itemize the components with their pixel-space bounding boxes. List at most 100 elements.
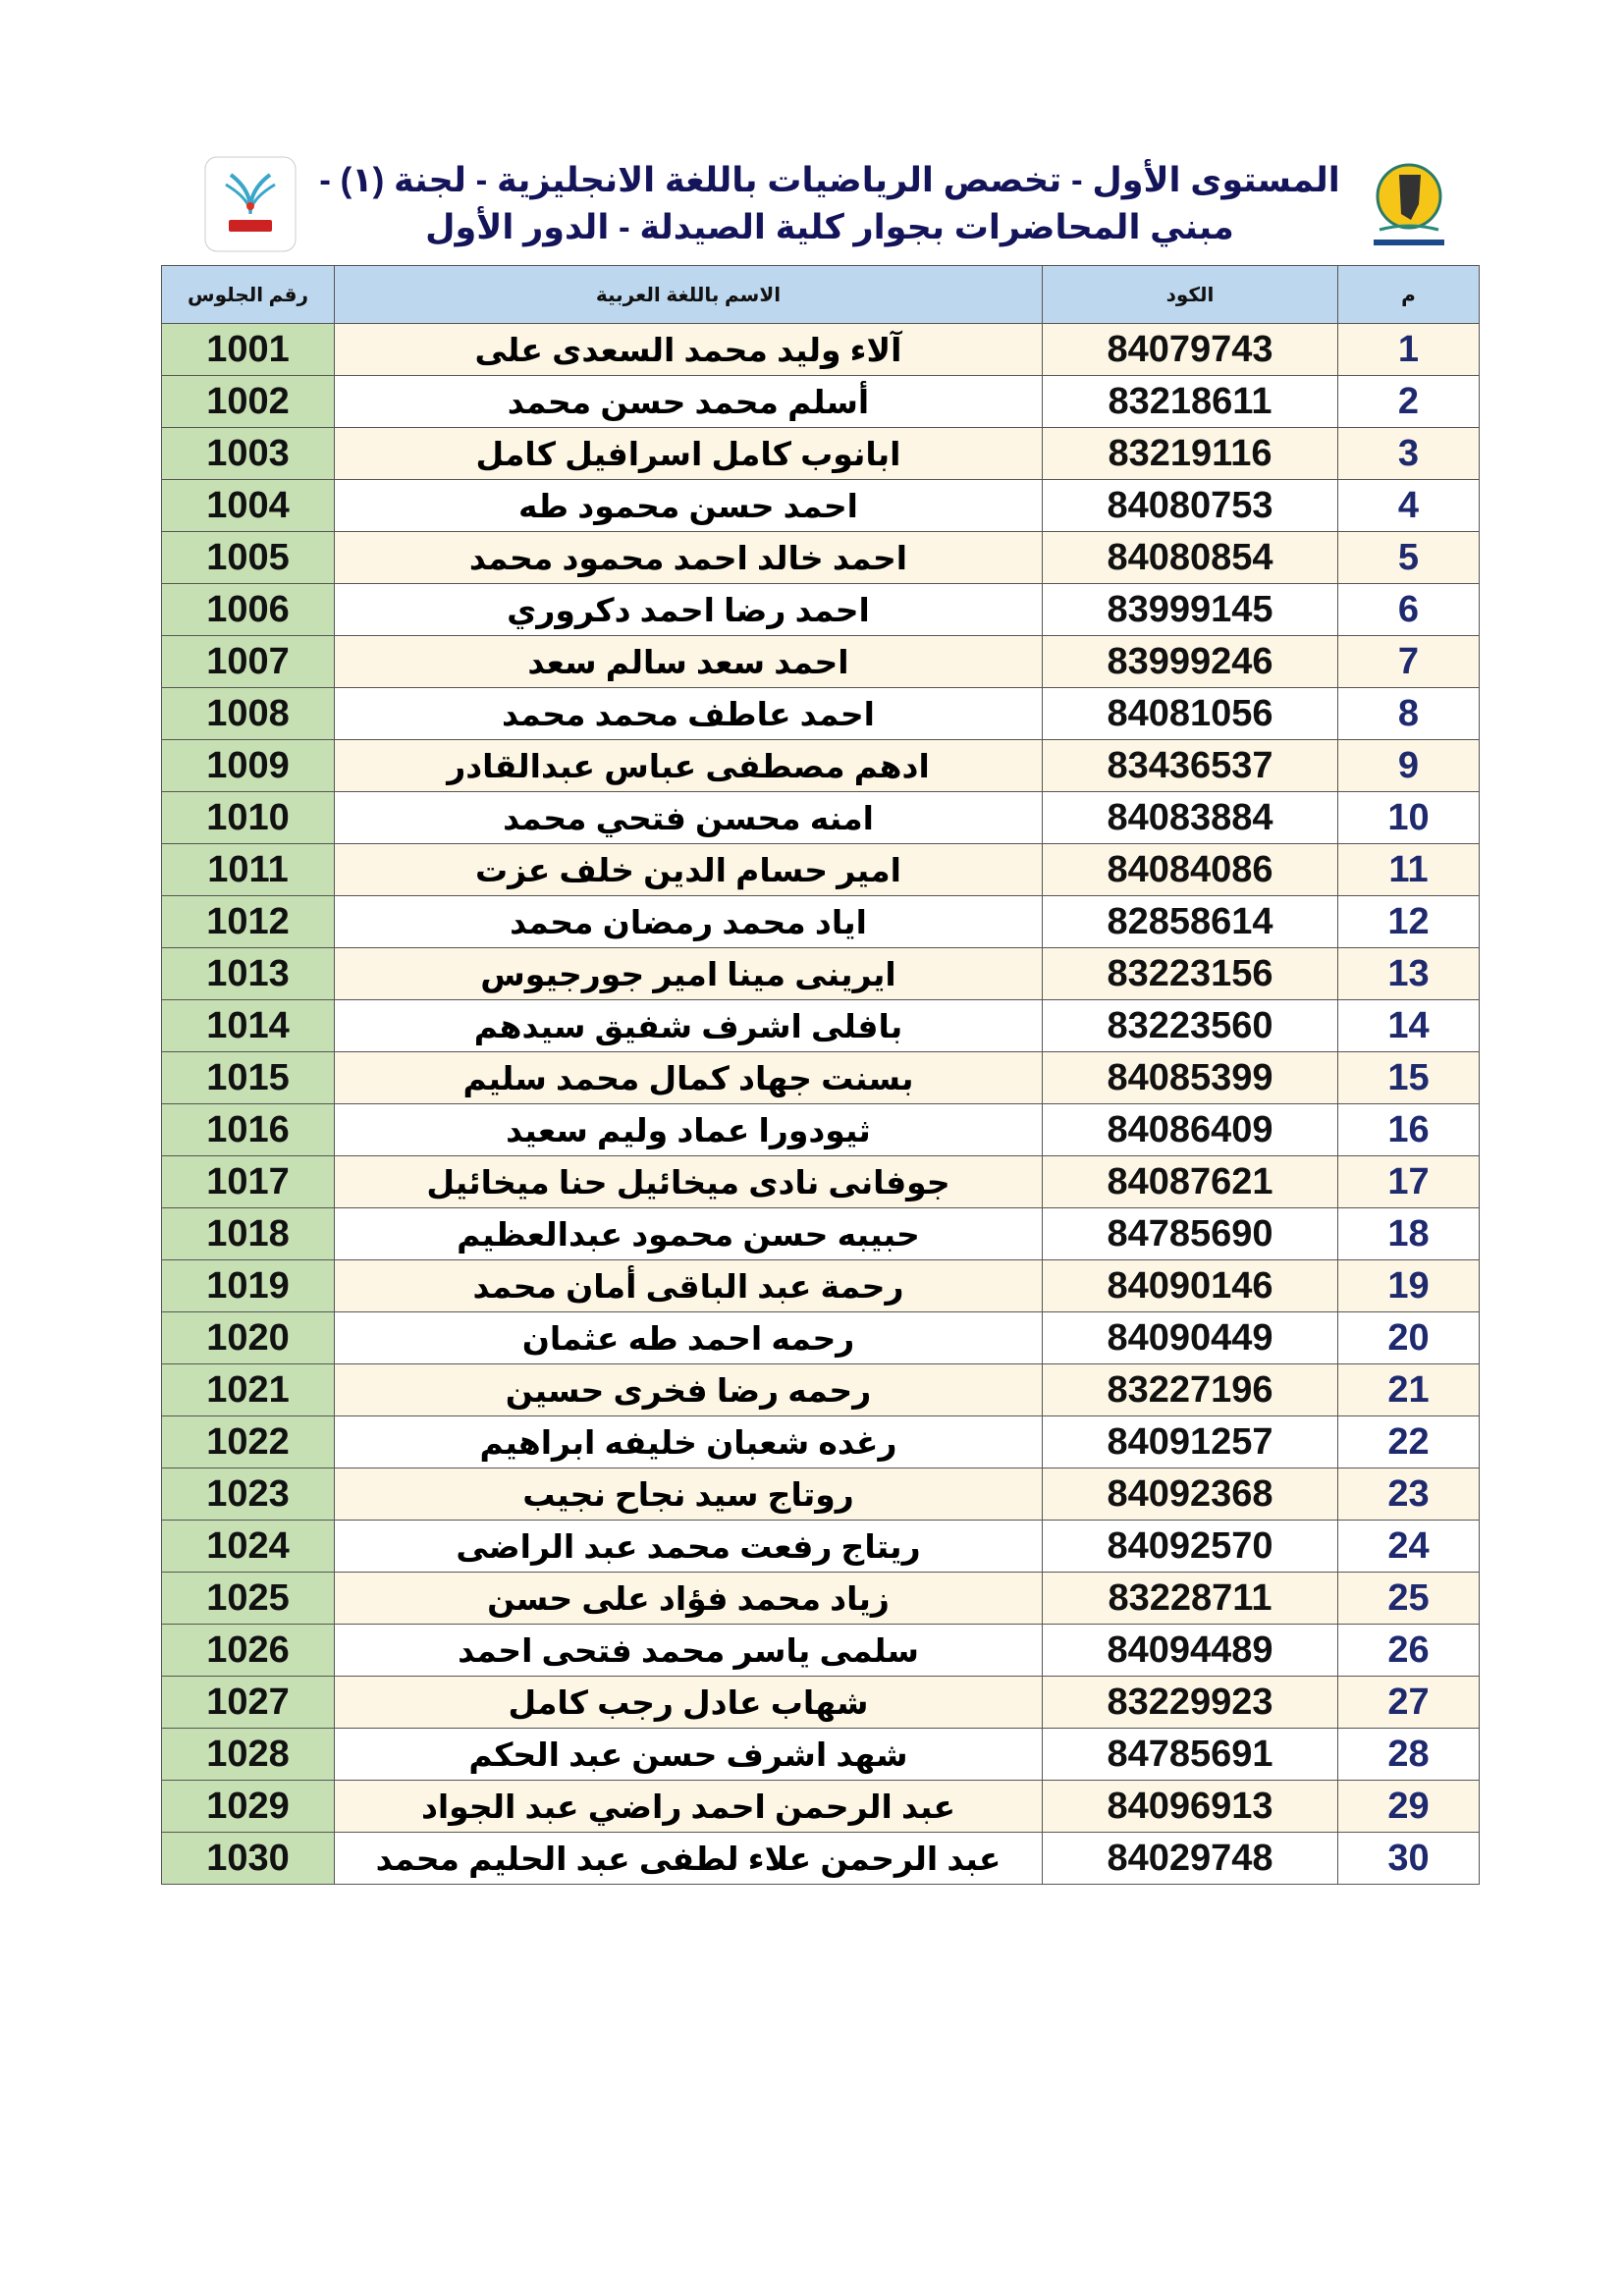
table-row: 1009 ادهم مصطفى عباس عبدالقادر 83436537 9 [161,739,1480,792]
student-code-cell: 84083884 [1042,791,1338,844]
student-code-cell: 83229923 [1042,1676,1338,1729]
table-row: 1024 ريتاج رفعت محمد عبد الراضى 84092570 24 [161,1520,1480,1573]
row-index-cell: 15 [1337,1051,1480,1104]
row-index-cell: 26 [1337,1624,1480,1677]
seat-number-cell: 1013 [161,947,335,1000]
seat-number-cell: 1011 [161,843,335,896]
seat-number-cell: 1012 [161,895,335,948]
row-index-cell: 2 [1337,375,1480,428]
table-row: 1028 شهد اشرف حسن عبد الحكم 84785691 28 [161,1728,1480,1781]
seat-number-cell: 1022 [161,1415,335,1468]
student-code-cell: 84080753 [1042,479,1338,532]
row-index-cell: 22 [1337,1415,1480,1468]
row-index-cell: 18 [1337,1207,1480,1260]
column-header-name: الاسم باللغة العربية [334,265,1043,324]
row-index-cell: 4 [1337,479,1480,532]
student-code-cell: 84096913 [1042,1780,1338,1833]
student-name-cell: عبد الرحمن احمد راضي عبد الجواد [334,1780,1043,1833]
seat-number-cell: 1014 [161,999,335,1052]
row-index-cell: 21 [1337,1363,1480,1416]
row-index-cell: 23 [1337,1468,1480,1521]
table-row: 1019 رحمة عبد الباقى أمان محمد 84090146 19 [161,1259,1480,1312]
row-index-cell: 8 [1337,687,1480,740]
student-code-cell: 84086409 [1042,1103,1338,1156]
seat-number-cell: 1027 [161,1676,335,1729]
column-header-seat: رقم الجلوس [161,265,335,324]
student-name-cell: احمد سعد سالم سعد [334,635,1043,688]
table-row: 1010 امنه محسن فتحي محمد 84083884 10 [161,791,1480,844]
table-row: 1002 أسلم محمد حسن محمد 83218611 2 [161,375,1480,428]
student-name-cell: روتاج سيد نجاح نجيب [334,1468,1043,1521]
table-row: 1023 روتاج سيد نجاح نجيب 84092368 23 [161,1468,1480,1521]
seat-number-cell: 1020 [161,1311,335,1364]
table-row: 1015 بسنت جهاد كمال محمد سليم 84085399 15 [161,1051,1480,1104]
student-code-cell: 84084086 [1042,843,1338,896]
student-name-cell: بسنت جهاد كمال محمد سليم [334,1051,1043,1104]
student-code-cell: 84090146 [1042,1259,1338,1312]
table-row: 1025 زياد محمد فؤاد على حسن 83228711 25 [161,1572,1480,1625]
seat-number-cell: 1021 [161,1363,335,1416]
seat-number-cell: 1026 [161,1624,335,1677]
student-name-cell: رغده شعبان خليفه ابراهيم [334,1415,1043,1468]
student-code-cell: 84081056 [1042,687,1338,740]
student-code-cell: 83436537 [1042,739,1338,792]
table-row: 1016 ثيودورا عماد وليم سعيد 84086409 16 [161,1103,1480,1156]
student-name-cell: ادهم مصطفى عباس عبدالقادر [334,739,1043,792]
faculty-of-education-logo [201,155,299,253]
seat-number-cell: 1019 [161,1259,335,1312]
table-row: 1011 امير حسام الدين خلف عزت 84084086 11 [161,843,1480,896]
student-name-cell: زياد محمد فؤاد على حسن [334,1572,1043,1625]
row-index-cell: 11 [1337,843,1480,896]
row-index-cell: 20 [1337,1311,1480,1364]
table-row: 1013 ايرينى مينا امير جورجيوس 83223156 13 [161,947,1480,1000]
student-name-cell: احمد حسن محمود طه [334,479,1043,532]
row-index-cell: 5 [1337,531,1480,584]
student-code-cell: 83999145 [1042,583,1338,636]
student-name-cell: احمد خالد احمد محمود محمد [334,531,1043,584]
seat-number-cell: 1028 [161,1728,335,1781]
student-code-cell: 84094489 [1042,1624,1338,1677]
seat-number-cell: 1007 [161,635,335,688]
student-name-cell: بافلى اشرف شفيق سيدهم [334,999,1043,1052]
student-code-cell: 83227196 [1042,1363,1338,1416]
row-index-cell: 19 [1337,1259,1480,1312]
seat-number-cell: 1018 [161,1207,335,1260]
table-row: 1014 بافلى اشرف شفيق سيدهم 83223560 14 [161,999,1480,1052]
title-line-2: مبني المحاضرات بجوار كلية الصيدلة - الدو… [425,208,1234,246]
student-name-cell: امير حسام الدين خلف عزت [334,843,1043,896]
student-name-cell: رحمه احمد طه عثمان [334,1311,1043,1364]
row-index-cell: 30 [1337,1832,1480,1885]
student-name-cell: حبيبه حسن محمود عبدالعظيم [334,1207,1043,1260]
row-index-cell: 29 [1337,1780,1480,1833]
student-code-cell: 83218611 [1042,375,1338,428]
seat-number-cell: 1004 [161,479,335,532]
student-code-cell: 83219116 [1042,427,1338,480]
student-name-cell: شهد اشرف حسن عبد الحكم [334,1728,1043,1781]
table-row: 1026 سلمى ياسر محمد فتحى احمد 84094489 26 [161,1624,1480,1677]
row-index-cell: 17 [1337,1155,1480,1208]
seat-number-cell: 1016 [161,1103,335,1156]
seat-number-cell: 1010 [161,791,335,844]
seat-number-cell: 1025 [161,1572,335,1625]
seat-number-cell: 1009 [161,739,335,792]
student-name-cell: رحمة عبد الباقى أمان محمد [334,1259,1043,1312]
student-code-cell: 82858614 [1042,895,1338,948]
seat-number-cell: 1001 [161,323,335,376]
seat-number-cell: 1002 [161,375,335,428]
student-name-cell: ابانوب كامل اسرافيل كامل [334,427,1043,480]
seat-number-cell: 1024 [161,1520,335,1573]
student-code-cell: 84785691 [1042,1728,1338,1781]
row-index-cell: 6 [1337,583,1480,636]
student-name-cell: آلاء وليد محمد السعدى على [334,323,1043,376]
seat-number-cell: 1017 [161,1155,335,1208]
student-code-cell: 84029748 [1042,1832,1338,1885]
table-row: 1012 اياد محمد رمضان محمد 82858614 12 [161,895,1480,948]
table-header-row: رقم الجلوس الاسم باللغة العربية الكود م [161,265,1480,324]
student-name-cell: جوفانى نادى ميخائيل حنا ميخائيل [334,1155,1043,1208]
table-row: 1021 رحمه رضا فخرى حسين 83227196 21 [161,1363,1480,1416]
seat-number-cell: 1029 [161,1780,335,1833]
table-row: 1005 احمد خالد احمد محمود محمد 84080854 5 [161,531,1480,584]
row-index-cell: 12 [1337,895,1480,948]
seat-number-cell: 1030 [161,1832,335,1885]
student-name-cell: شهاب عادل رجب كامل [334,1676,1043,1729]
